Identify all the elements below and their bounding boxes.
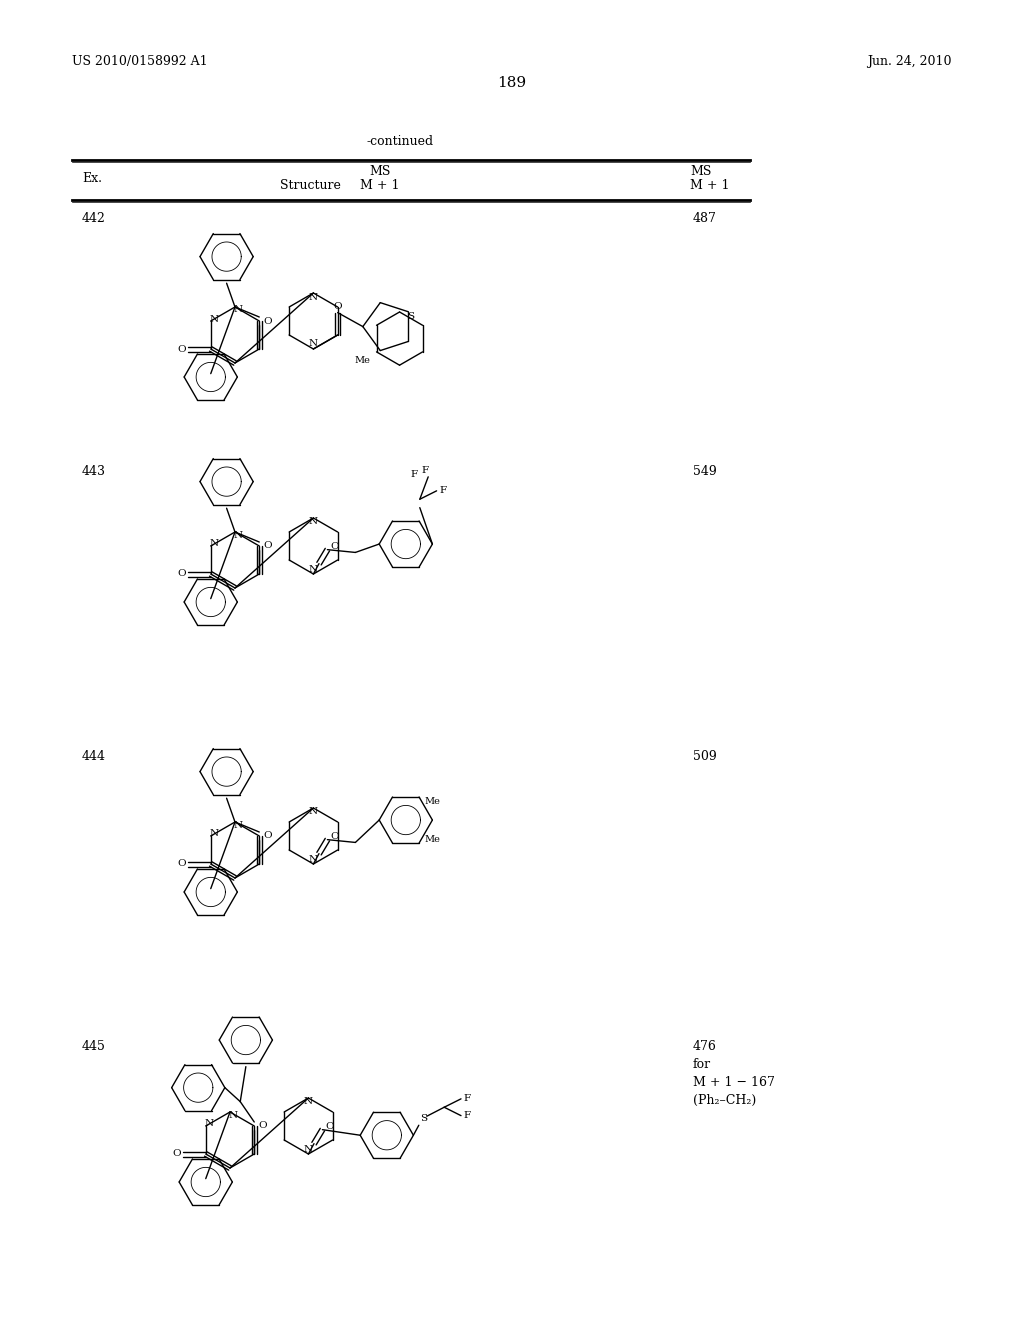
Text: M + 1: M + 1 — [690, 180, 729, 191]
Text: O: O — [330, 832, 339, 841]
Text: N: N — [209, 540, 218, 549]
Text: N: N — [309, 808, 318, 817]
Text: 443: 443 — [82, 465, 106, 478]
Text: Ex.: Ex. — [82, 172, 102, 185]
Text: 487: 487 — [693, 213, 717, 224]
Text: S: S — [407, 313, 414, 321]
Text: N: N — [233, 821, 243, 829]
Text: 476
for
M + 1 − 167
(Ph₂–CH₂): 476 for M + 1 − 167 (Ph₂–CH₂) — [693, 1040, 775, 1107]
Text: O: O — [263, 317, 271, 326]
Text: N: N — [309, 339, 318, 348]
Text: N: N — [309, 517, 318, 527]
Text: Jun. 24, 2010: Jun. 24, 2010 — [867, 55, 952, 69]
Text: O: O — [177, 569, 185, 578]
Text: O: O — [258, 1122, 266, 1130]
Text: 442: 442 — [82, 213, 105, 224]
Text: N: N — [209, 314, 218, 323]
Text: N: N — [309, 854, 318, 863]
Text: Me: Me — [424, 796, 440, 805]
Text: Me: Me — [354, 355, 371, 364]
Text: F: F — [464, 1111, 471, 1121]
Text: O: O — [334, 302, 342, 312]
Text: N: N — [209, 829, 218, 838]
Text: O: O — [263, 832, 271, 841]
Text: N: N — [309, 565, 318, 573]
Text: F: F — [422, 466, 429, 475]
Text: N: N — [304, 1144, 313, 1154]
Text: N: N — [304, 1097, 313, 1106]
Text: 445: 445 — [82, 1040, 105, 1053]
Text: US 2010/0158992 A1: US 2010/0158992 A1 — [72, 55, 208, 69]
Text: Structure: Structure — [280, 180, 340, 191]
Text: -continued: -continued — [367, 135, 433, 148]
Text: MS: MS — [370, 165, 391, 178]
Text: N: N — [228, 1110, 238, 1119]
Text: O: O — [263, 541, 271, 550]
Text: MS: MS — [690, 165, 712, 178]
Text: 189: 189 — [498, 77, 526, 90]
Text: O: O — [325, 1122, 334, 1131]
Text: F: F — [439, 486, 446, 495]
Text: M + 1: M + 1 — [360, 180, 399, 191]
Text: O: O — [177, 859, 185, 869]
Text: O: O — [177, 345, 185, 354]
Text: N: N — [233, 531, 243, 540]
Text: O: O — [330, 543, 339, 552]
Text: S: S — [420, 1114, 427, 1123]
Text: 549: 549 — [693, 465, 717, 478]
Text: N: N — [233, 305, 243, 314]
Text: O: O — [172, 1150, 180, 1159]
Text: F: F — [411, 470, 418, 479]
Text: 509: 509 — [693, 750, 717, 763]
Text: Me: Me — [424, 834, 440, 843]
Text: F: F — [464, 1094, 471, 1104]
Text: N: N — [204, 1119, 213, 1129]
Text: N: N — [309, 293, 318, 301]
Text: 444: 444 — [82, 750, 106, 763]
